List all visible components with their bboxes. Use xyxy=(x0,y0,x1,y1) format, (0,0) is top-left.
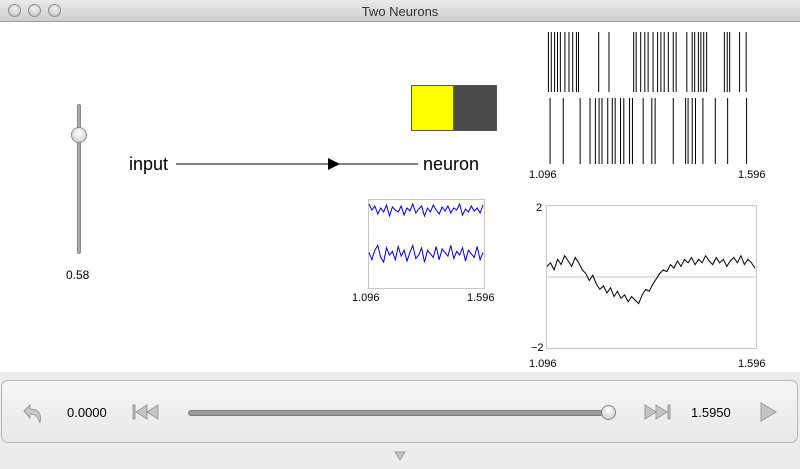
close-window-button[interactable] xyxy=(8,4,21,17)
skip-to-start-icon[interactable] xyxy=(131,402,161,422)
neuron-b-activity xyxy=(454,85,497,131)
timeline-track xyxy=(188,410,616,416)
raster-x-min-label: 1.096 xyxy=(529,169,557,181)
raster-x-max-label: 1.596 xyxy=(738,169,766,181)
slider-value-label: 0.58 xyxy=(66,268,90,282)
input-slider-thumb[interactable] xyxy=(71,127,87,143)
neuron-node-label[interactable]: neuron xyxy=(423,154,480,174)
zoom-window-button[interactable] xyxy=(48,4,61,17)
decoded-x-min-label: 1.096 xyxy=(529,358,557,370)
timeline-thumb[interactable] xyxy=(601,405,616,420)
model-canvas: 0.58 input neuron 1.096 1.596 1.096 1.59… xyxy=(0,22,800,372)
end-time-label: 1.5950 xyxy=(691,405,731,420)
title-bar: Two Neurons xyxy=(0,0,800,22)
voltage-trace-line xyxy=(368,243,484,264)
reset-undo-icon[interactable] xyxy=(18,399,46,427)
arrowhead-icon xyxy=(328,158,340,170)
decoded-y-max-label: 2 xyxy=(536,202,543,214)
decoded-y-min-label: −2 xyxy=(531,342,544,354)
voltage-trace-line xyxy=(368,202,484,218)
simulation-transport-bar: 0.0000 1.5950 xyxy=(1,380,798,443)
decoded-x-max-label: 1.596 xyxy=(738,358,766,370)
decoded-value-plot[interactable] xyxy=(546,205,757,349)
plot-frame xyxy=(368,199,485,289)
play-icon[interactable] xyxy=(758,401,778,423)
voltage-x-min-label: 1.096 xyxy=(352,292,380,304)
voltage-x-max-label: 1.596 xyxy=(467,292,495,304)
voltage-trace-plot[interactable] xyxy=(368,199,485,289)
neuron-a-activity xyxy=(411,85,454,131)
start-time-label: 0.0000 xyxy=(67,405,107,420)
input-slider-track xyxy=(77,104,81,254)
connection-arrow xyxy=(176,158,418,170)
spike-raster-plot[interactable] xyxy=(546,30,756,166)
skip-to-end-icon[interactable] xyxy=(642,402,672,422)
input-slider[interactable] xyxy=(64,104,94,254)
expand-panel-chevron-icon[interactable] xyxy=(394,451,406,461)
decoded-value-line xyxy=(546,254,756,305)
timeline-slider[interactable] xyxy=(188,405,616,420)
minimize-window-button[interactable] xyxy=(28,4,41,17)
window-title: Two Neurons xyxy=(361,4,439,19)
input-node-label[interactable]: input xyxy=(129,154,169,174)
